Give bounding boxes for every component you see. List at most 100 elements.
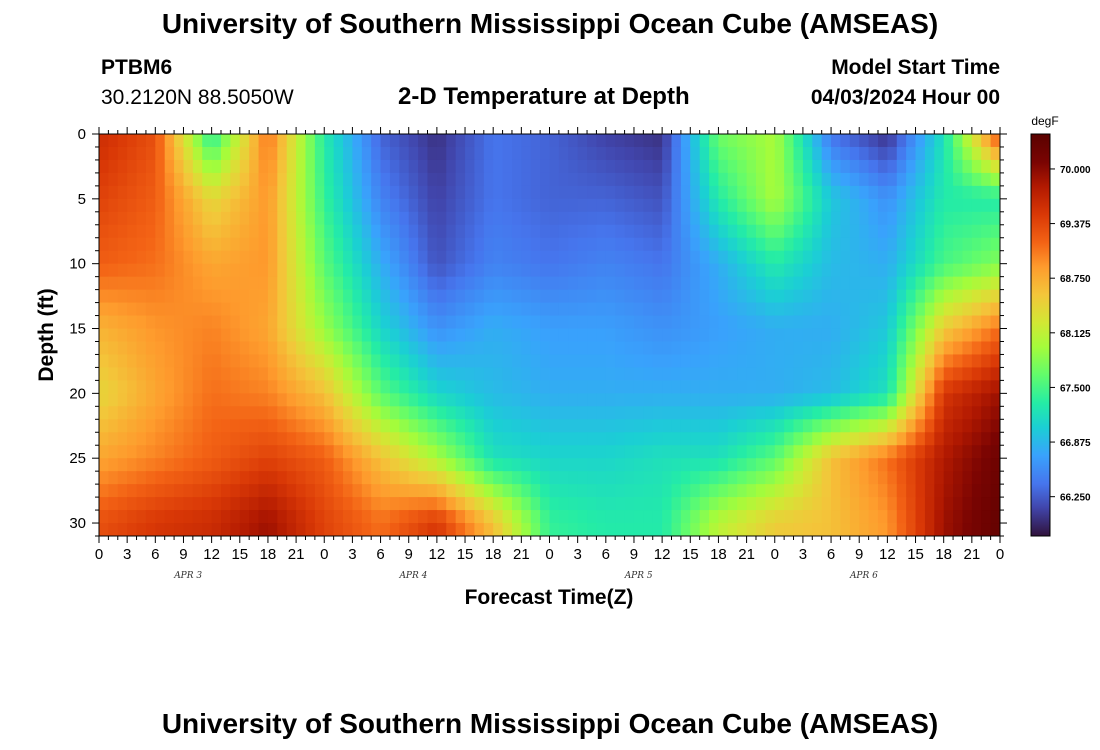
heatmap-cell bbox=[849, 134, 860, 148]
heatmap-cell bbox=[793, 198, 804, 213]
heatmap-cell bbox=[164, 159, 175, 174]
heatmap-cell bbox=[474, 146, 485, 161]
heatmap-cell bbox=[239, 134, 250, 148]
heatmap-cell bbox=[286, 497, 297, 511]
heatmap-cell bbox=[192, 289, 203, 304]
heatmap-cell bbox=[155, 224, 166, 239]
heatmap-cell bbox=[596, 484, 607, 498]
heatmap-cell bbox=[389, 458, 400, 472]
heatmap-cell bbox=[746, 419, 757, 433]
heatmap-cell bbox=[286, 432, 297, 446]
heatmap-cell bbox=[399, 263, 410, 278]
heatmap-cell bbox=[305, 393, 316, 407]
heatmap-cell bbox=[314, 497, 325, 511]
heatmap-cell bbox=[699, 289, 710, 304]
heatmap-cell bbox=[502, 471, 513, 485]
heatmap-cell bbox=[540, 237, 551, 252]
heatmap-cell bbox=[934, 354, 945, 369]
heatmap-cell bbox=[465, 315, 476, 330]
heatmap-cell bbox=[981, 224, 992, 239]
heatmap-cell bbox=[446, 497, 457, 511]
heatmap-cell bbox=[943, 237, 954, 252]
heatmap-cell bbox=[455, 289, 466, 304]
heatmap-cell bbox=[821, 146, 832, 161]
heatmap-cell bbox=[662, 172, 673, 187]
heatmap-cell bbox=[418, 523, 429, 536]
heatmap-cell bbox=[305, 134, 316, 148]
heatmap-cell bbox=[896, 354, 907, 369]
heatmap-cell bbox=[784, 484, 795, 498]
heatmap-cell bbox=[211, 185, 222, 200]
heatmap-cell bbox=[802, 471, 813, 485]
heatmap-cell bbox=[953, 510, 964, 524]
heatmap-cell bbox=[924, 432, 935, 446]
heatmap-cell bbox=[202, 198, 213, 213]
heatmap-cell bbox=[737, 445, 748, 459]
heatmap-cell bbox=[962, 445, 973, 459]
heatmap-cell bbox=[624, 224, 635, 239]
heatmap-cell bbox=[953, 263, 964, 278]
heatmap-cell bbox=[502, 263, 513, 278]
heatmap-cell bbox=[859, 484, 870, 498]
heatmap-cell bbox=[436, 380, 447, 394]
heatmap-cell bbox=[427, 289, 438, 304]
heatmap-cell bbox=[361, 393, 372, 407]
heatmap-cell bbox=[361, 224, 372, 239]
heatmap-cell bbox=[502, 367, 513, 381]
heatmap-cell bbox=[615, 159, 626, 174]
heatmap-cell bbox=[493, 406, 504, 420]
heatmap-cell bbox=[408, 445, 419, 459]
heatmap-cell bbox=[802, 484, 813, 498]
heatmap-cell bbox=[587, 510, 598, 524]
heatmap-cell bbox=[699, 380, 710, 394]
heatmap-cell bbox=[296, 211, 307, 226]
heatmap-cell bbox=[127, 497, 138, 511]
heatmap-cell bbox=[727, 367, 738, 381]
heatmap-cell bbox=[652, 237, 663, 252]
heatmap-cell bbox=[136, 484, 147, 498]
heatmap-cell bbox=[680, 523, 691, 536]
heatmap-cell bbox=[924, 134, 935, 148]
heatmap-cell bbox=[155, 211, 166, 226]
heatmap-cell bbox=[680, 419, 691, 433]
heatmap-cell bbox=[511, 211, 522, 226]
heatmap-cell bbox=[605, 302, 616, 317]
heatmap-cell bbox=[831, 328, 842, 343]
heatmap-cell bbox=[568, 172, 579, 187]
heatmap-cell bbox=[511, 134, 522, 148]
heatmap-cell bbox=[521, 445, 532, 459]
heatmap-cell bbox=[239, 380, 250, 394]
heatmap-cell bbox=[427, 380, 438, 394]
heatmap-cell bbox=[521, 432, 532, 446]
heatmap-cell bbox=[906, 315, 917, 330]
heatmap-cell bbox=[493, 497, 504, 511]
heatmap-cell bbox=[202, 419, 213, 433]
heatmap-cell bbox=[821, 159, 832, 174]
heatmap-cell bbox=[568, 159, 579, 174]
heatmap-cell bbox=[981, 276, 992, 291]
heatmap-cell bbox=[455, 159, 466, 174]
heatmap-cell bbox=[127, 458, 138, 472]
heatmap-cell bbox=[361, 419, 372, 433]
heatmap-cell bbox=[493, 341, 504, 356]
heatmap-cell bbox=[784, 224, 795, 239]
heatmap-cell bbox=[436, 445, 447, 459]
heatmap-cell bbox=[418, 484, 429, 498]
heatmap-cell bbox=[418, 146, 429, 161]
heatmap-cell bbox=[587, 445, 598, 459]
heatmap-cell bbox=[521, 146, 532, 161]
heatmap-cell bbox=[117, 497, 128, 511]
heatmap-cell bbox=[136, 367, 147, 381]
heatmap-cell bbox=[127, 263, 138, 278]
heatmap-cell bbox=[549, 185, 560, 200]
heatmap-cell bbox=[587, 497, 598, 511]
heatmap-cell bbox=[643, 276, 654, 291]
heatmap-cell bbox=[277, 211, 288, 226]
heatmap-cell bbox=[859, 224, 870, 239]
heatmap-cell bbox=[493, 276, 504, 291]
heatmap-cell bbox=[971, 458, 982, 472]
heatmap-cell bbox=[436, 315, 447, 330]
heatmap-cell bbox=[352, 185, 363, 200]
heatmap-cell bbox=[549, 523, 560, 536]
heatmap-cell bbox=[633, 406, 644, 420]
